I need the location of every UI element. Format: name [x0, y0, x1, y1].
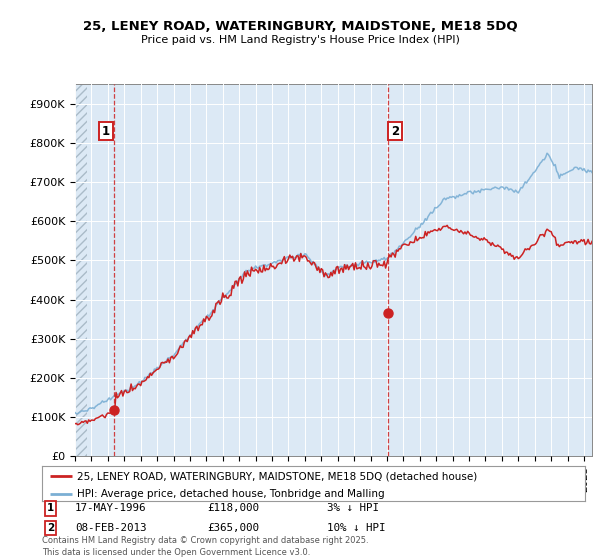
Text: Price paid vs. HM Land Registry's House Price Index (HPI): Price paid vs. HM Land Registry's House … — [140, 35, 460, 45]
Text: 08-FEB-2013: 08-FEB-2013 — [75, 523, 146, 533]
Text: Contains HM Land Registry data © Crown copyright and database right 2025.
This d: Contains HM Land Registry data © Crown c… — [42, 536, 368, 557]
Text: 3% ↓ HPI: 3% ↓ HPI — [327, 503, 379, 514]
Text: 2: 2 — [391, 124, 399, 138]
Text: 2: 2 — [47, 523, 54, 533]
Text: £365,000: £365,000 — [207, 523, 259, 533]
Text: 10% ↓ HPI: 10% ↓ HPI — [327, 523, 386, 533]
Text: 25, LENEY ROAD, WATERINGBURY, MAIDSTONE, ME18 5DQ (detached house): 25, LENEY ROAD, WATERINGBURY, MAIDSTONE,… — [77, 471, 478, 481]
Text: £118,000: £118,000 — [207, 503, 259, 514]
Text: 1: 1 — [102, 124, 110, 138]
Text: 17-MAY-1996: 17-MAY-1996 — [75, 503, 146, 514]
Text: 25, LENEY ROAD, WATERINGBURY, MAIDSTONE, ME18 5DQ: 25, LENEY ROAD, WATERINGBURY, MAIDSTONE,… — [83, 20, 517, 33]
Text: HPI: Average price, detached house, Tonbridge and Malling: HPI: Average price, detached house, Tonb… — [77, 488, 385, 498]
Text: 1: 1 — [47, 503, 54, 514]
